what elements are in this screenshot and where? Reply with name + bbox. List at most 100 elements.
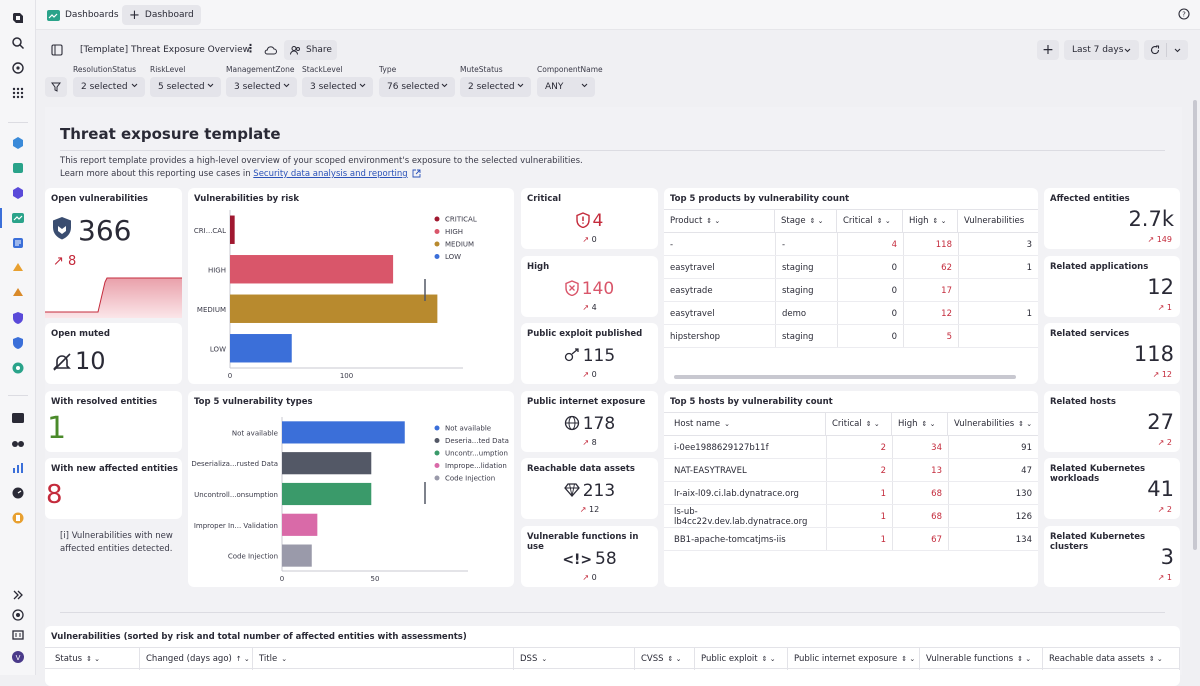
sort-icon[interactable]: ⇕ ⌄ — [865, 420, 880, 428]
legend-item[interactable]: CRITICAL — [445, 216, 477, 224]
col-header[interactable]: High ⇕ ⌄ — [903, 210, 958, 232]
chart-bar[interactable] — [282, 544, 312, 567]
table-row[interactable]: easytravel staging 0 62 1 — [664, 256, 1038, 279]
col-header[interactable]: CVSS ⇕ ⌄ — [635, 648, 695, 670]
sort-icon[interactable]: ⇕ ⌄ — [809, 217, 824, 225]
sort-icon[interactable]: ⌄ — [281, 655, 288, 663]
legend-item[interactable]: Code Injection — [445, 475, 495, 483]
app-dashboards-icon[interactable] — [10, 210, 26, 226]
app-problems-icon[interactable] — [10, 285, 26, 301]
chart-bar[interactable] — [282, 513, 318, 536]
user-avatar[interactable]: V — [10, 649, 26, 665]
chart-bar[interactable] — [230, 215, 235, 244]
new-affected-entities-tile[interactable]: With new affected entities 8 — [45, 458, 182, 519]
col-header[interactable]: Critical ⇕ ⌄ — [837, 210, 903, 232]
open-muted-tile[interactable]: Open muted 10 — [45, 323, 182, 384]
filter-stack-level[interactable]: 3 selected — [302, 77, 373, 97]
legend-item[interactable]: Imprope...lidation — [445, 462, 507, 470]
app-charts-icon[interactable] — [10, 460, 26, 476]
reachable-assets-tile[interactable]: Reachable data assets 213 ↗ 12 — [521, 458, 658, 519]
public-exploit-tile[interactable]: Public exploit published 115 ↗ 0 — [521, 323, 658, 384]
vulnerable-functions-tile[interactable]: Vulnerable functions in use <!> 58 ↗ 0 — [521, 526, 658, 587]
dynatrace-logo-icon[interactable] — [10, 10, 26, 26]
table-row[interactable]: easytrade staging 0 17 — [664, 279, 1038, 302]
col-header[interactable]: Stage ⇕ ⌄ — [775, 210, 837, 232]
filter-component-name[interactable]: ANY — [537, 77, 595, 97]
filter-type[interactable]: 76 selected — [379, 77, 455, 97]
col-header[interactable]: Vulnerabilities ⇕ ⌄ — [948, 413, 1038, 435]
sort-icon[interactable]: ⇕ ⌄ — [761, 655, 776, 663]
critical-tile[interactable]: Critical 4 ↗ 0 — [521, 188, 658, 249]
refresh-split-button[interactable] — [1144, 40, 1188, 60]
chart-bar[interactable] — [282, 421, 405, 444]
col-header[interactable]: Host name ⌄ — [664, 413, 826, 435]
app-reports-icon[interactable] — [10, 510, 26, 526]
add-tile-button[interactable]: + — [1037, 40, 1059, 60]
timeframe-selector[interactable]: Last 7 days — [1064, 40, 1139, 60]
vertical-scrollbar[interactable] — [1193, 100, 1197, 550]
app-security-icon[interactable] — [10, 310, 26, 326]
related-tile[interactable]: Related hosts 27 ↗ 2 — [1044, 390, 1180, 452]
filter-mute-status[interactable]: 2 selected — [460, 77, 531, 97]
table-row[interactable]: i-0ee1988629127b11f 2 34 91 — [664, 436, 1038, 459]
col-header[interactable]: High ⇕ ⌄ — [892, 413, 948, 435]
legend-item[interactable]: MEDIUM — [445, 241, 474, 249]
chart-bar[interactable] — [230, 294, 438, 323]
sort-icon[interactable]: ⇕ ⌄ — [706, 217, 721, 225]
filter-management-zone[interactable]: 3 selected — [226, 77, 297, 97]
sort-icon[interactable]: ⌄ — [724, 420, 731, 428]
legend-item[interactable]: HIGH — [445, 228, 463, 236]
app-gauge-icon[interactable] — [10, 485, 26, 501]
col-header[interactable]: Vulnerable functions ⇕ ⌄ — [920, 648, 1043, 670]
chart-bar[interactable] — [282, 482, 372, 506]
related-tile[interactable]: Related Kubernetes clusters 3 ↗ 1 — [1044, 526, 1180, 587]
settings-icon[interactable] — [10, 627, 26, 643]
col-header[interactable]: Critical ⇕ ⌄ — [826, 413, 892, 435]
filter-resolution-status[interactable]: 2 selected — [73, 77, 145, 97]
apps-grid-icon[interactable] — [10, 85, 26, 101]
sort-icon[interactable]: ⌄ — [541, 655, 548, 663]
table-row[interactable]: BB1-apache-tomcatjms-iis 1 67 134 — [664, 528, 1038, 551]
col-header[interactable]: Vulnerabilities — [958, 210, 1038, 232]
tab-dashboards[interactable]: Dashboards — [40, 5, 126, 25]
high-tile[interactable]: High 140 ↗ 4 — [521, 256, 658, 317]
sort-icon[interactable]: ↑ ⌄ — [235, 655, 250, 663]
app-cube-icon[interactable] — [10, 185, 26, 201]
app-terminal-icon[interactable] — [10, 410, 26, 426]
col-header[interactable]: Changed (days ago) ↑ ⌄ — [140, 648, 253, 670]
horizontal-scrollbar[interactable] — [674, 375, 1016, 379]
sort-icon[interactable]: ⇕ ⌄ — [86, 655, 101, 663]
help-center-icon[interactable] — [10, 607, 26, 623]
app-services-icon[interactable] — [10, 160, 26, 176]
table-row[interactable]: easytravel demo 0 12 1 — [664, 302, 1038, 325]
help-icon[interactable]: ? — [1178, 8, 1190, 23]
tab-new-dashboard[interactable]: + Dashboard — [122, 5, 201, 25]
col-header[interactable]: Title ⌄ — [253, 648, 514, 670]
sort-icon[interactable]: ⇕ ⌄ — [932, 217, 947, 225]
legend-item[interactable]: Uncontr...umption — [445, 450, 508, 458]
sort-icon[interactable]: ⇕ ⌄ — [667, 655, 682, 663]
app-workflows-icon[interactable] — [10, 260, 26, 276]
sidebar-toggle-icon[interactable] — [51, 44, 63, 59]
sort-icon[interactable]: ⇕ ⌄ — [901, 655, 916, 663]
legend-item[interactable]: Deseria...ted Data — [445, 437, 509, 445]
explore-icon[interactable] — [10, 60, 26, 76]
vulnerabilities-table-tile[interactable]: Vulnerabilities (sorted by risk and tota… — [45, 626, 1180, 686]
sort-icon[interactable]: ⇕ ⌄ — [1017, 655, 1032, 663]
open-vulnerabilities-tile[interactable]: Open vulnerabilities 366 ↗ 8 — [45, 188, 182, 318]
sort-icon[interactable]: ⇕ ⌄ — [921, 420, 936, 428]
more-options-icon[interactable]: ⋮ — [245, 42, 256, 55]
col-header[interactable]: DSS ⌄ — [514, 648, 635, 670]
top-vuln-types-tile[interactable]: Top 5 vulnerability types Not available D… — [188, 391, 514, 587]
legend-item[interactable]: LOW — [445, 253, 461, 261]
related-tile[interactable]: Affected entities 2.7k ↗ 149 — [1044, 188, 1180, 249]
app-binoculars-icon[interactable] — [10, 435, 26, 451]
filter-risk-level[interactable]: 5 selected — [150, 77, 221, 97]
table-row[interactable]: lr-aix-l09.ci.lab.dynatrace.org 1 68 130 — [664, 482, 1038, 505]
col-header[interactable]: Product ⇕ ⌄ — [664, 210, 775, 232]
sort-icon[interactable]: ⇕ ⌄ — [876, 217, 891, 225]
table-row[interactable]: hipstershop staging 0 5 — [664, 325, 1038, 348]
expand-rail-icon[interactable] — [10, 587, 26, 603]
top-hosts-tile[interactable]: Top 5 hosts by vulnerability count Host … — [664, 391, 1038, 587]
vulnerabilities-by-risk-tile[interactable]: Vulnerabilities by risk CRI...CAL HIGH MED… — [188, 188, 514, 384]
